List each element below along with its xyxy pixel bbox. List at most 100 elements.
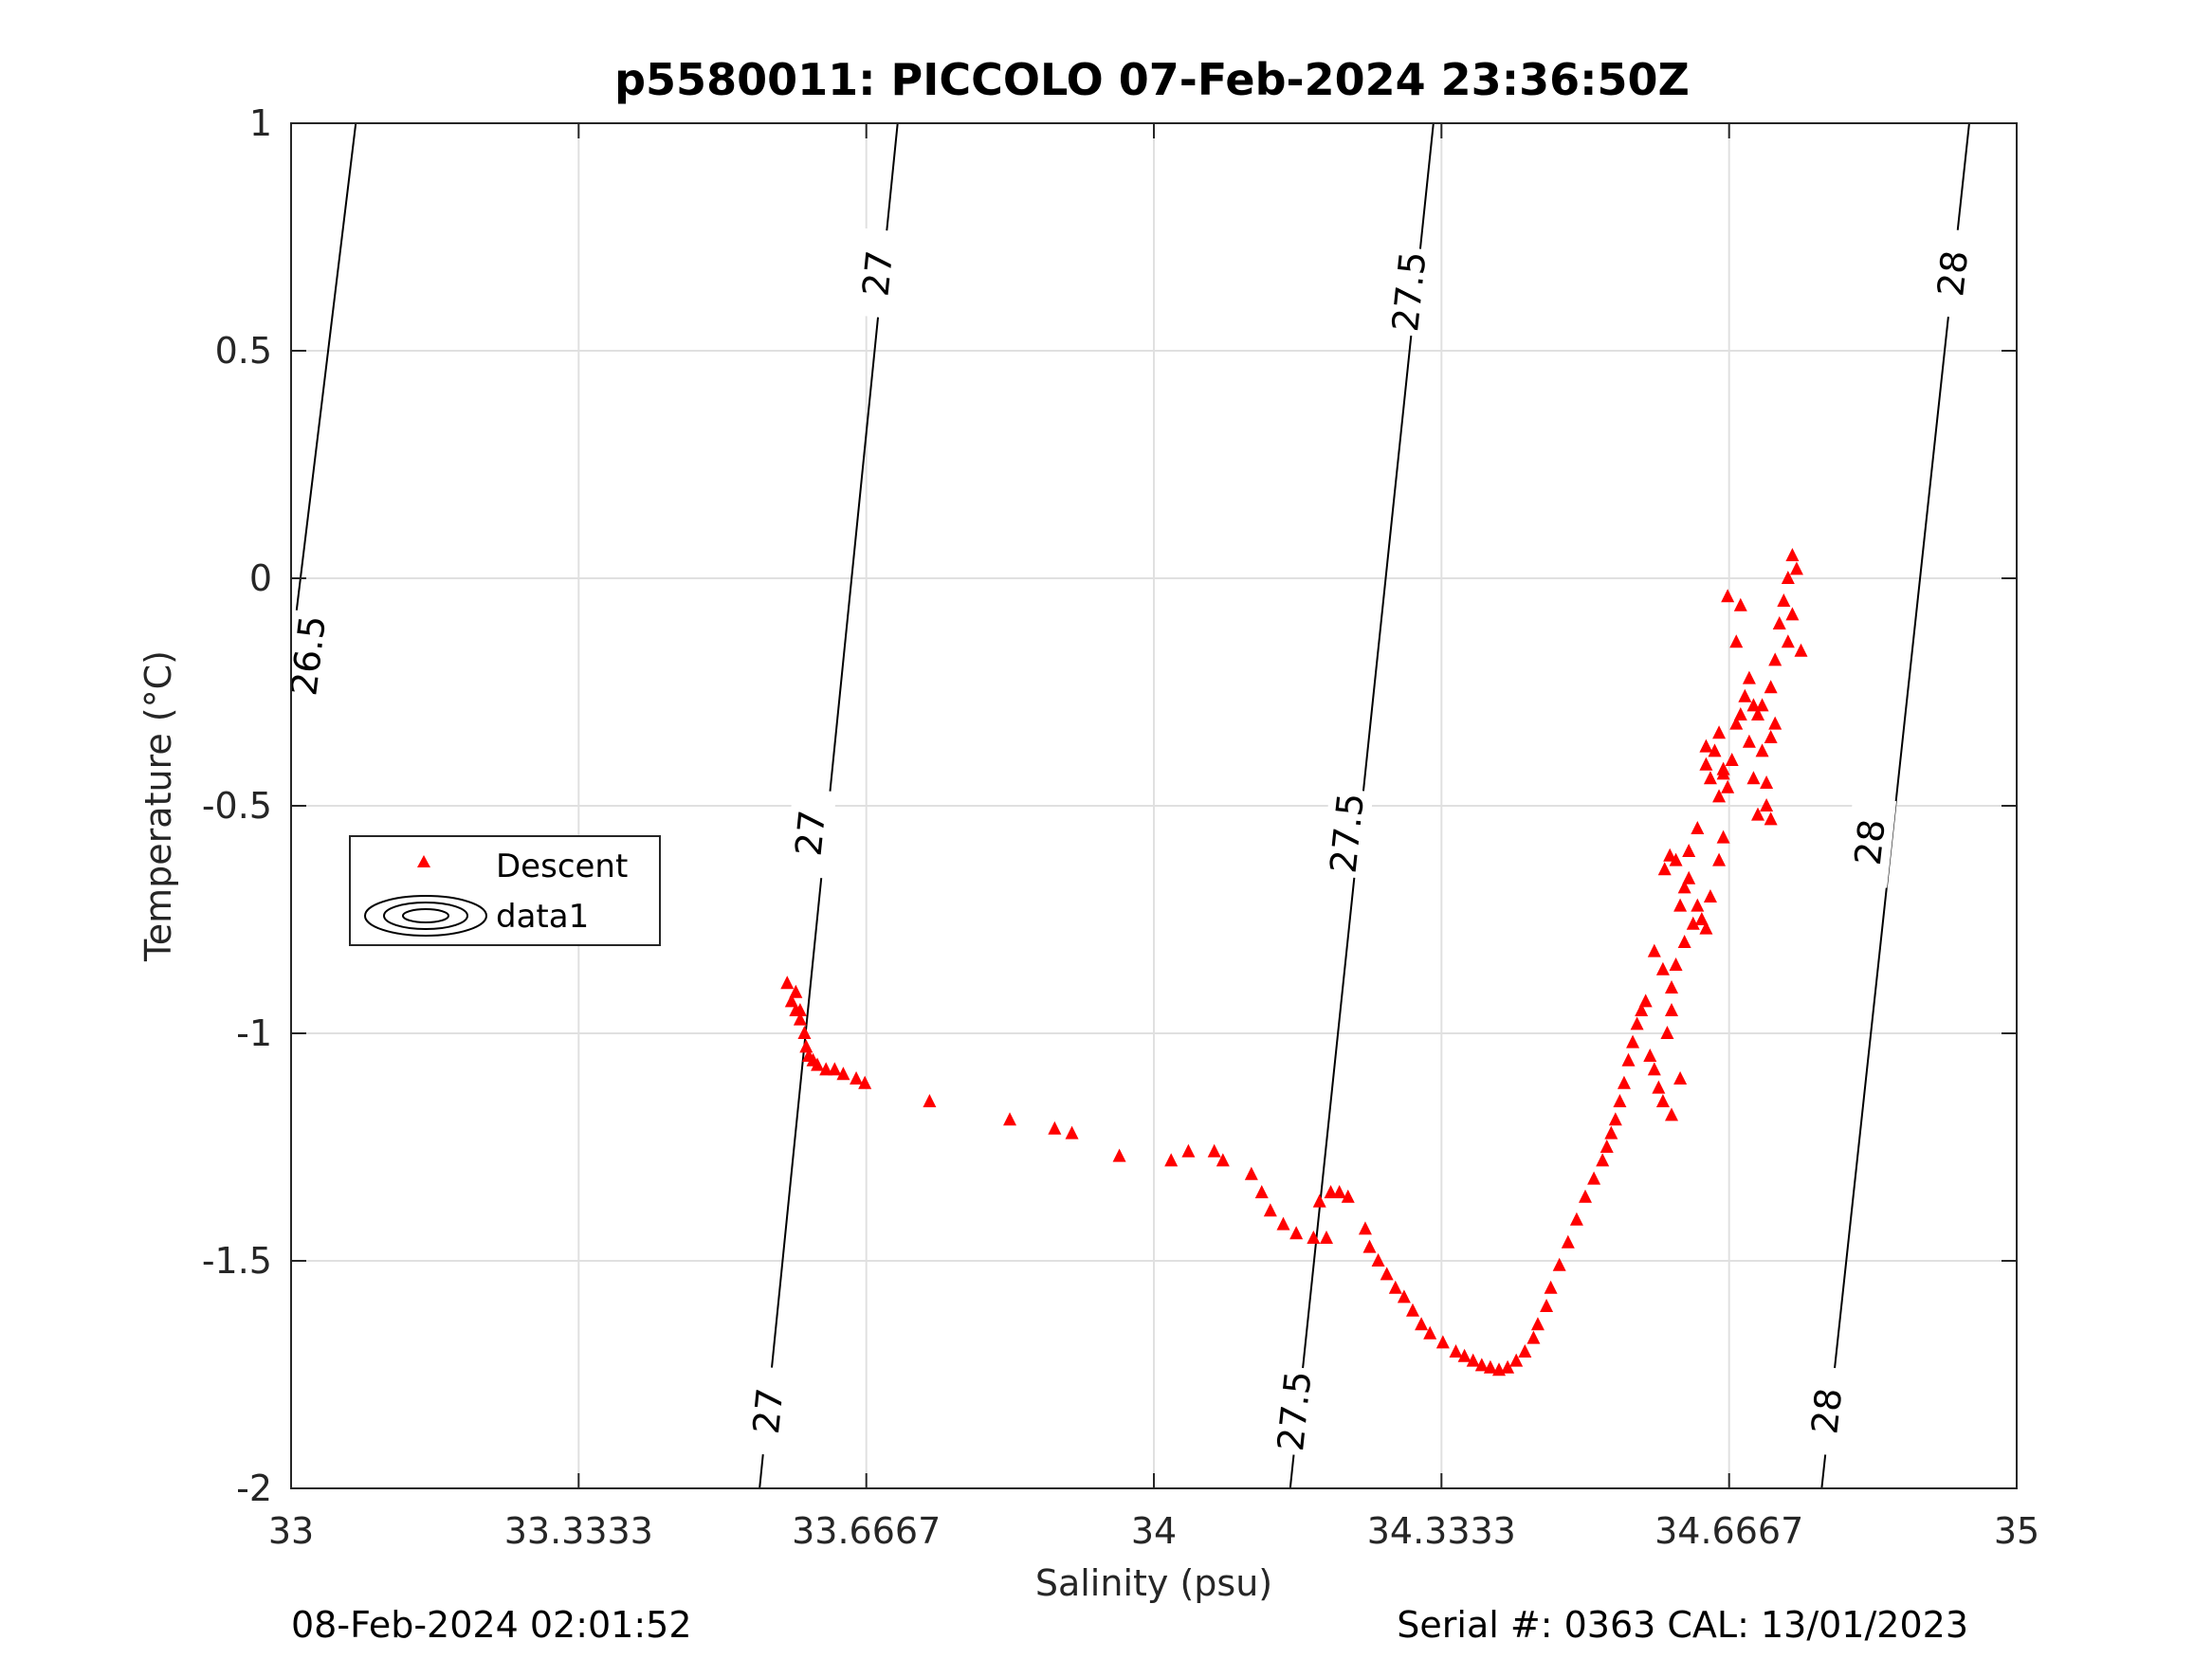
descent-point — [1712, 789, 1727, 803]
x-tick-label: 33 — [268, 1510, 314, 1552]
descent-point — [793, 1003, 807, 1016]
descent-point — [1764, 730, 1778, 743]
footer-serial-calibration: Serial #: 0363 CAL: 13/01/2023 — [1397, 1604, 1968, 1646]
chart-title: p5580011: PICCOLO 07-Feb-2024 23:36:50Z — [614, 54, 1690, 105]
isopycnal-line-26.5 — [290, 122, 357, 656]
descent-point — [1065, 1125, 1079, 1139]
descent-point — [1501, 1359, 1515, 1374]
descent-point — [1587, 1171, 1601, 1185]
descent-point — [1785, 548, 1800, 561]
grid-lines — [291, 123, 2017, 1488]
isopycnal-label-gap — [784, 787, 837, 879]
descent-point — [1677, 880, 1691, 894]
descent-point — [793, 1012, 807, 1026]
descent-point — [1660, 1026, 1674, 1039]
descent-point — [1772, 616, 1786, 629]
descent-point — [1729, 634, 1744, 648]
descent-point — [1725, 753, 1739, 766]
isopycnal-label-gap — [1800, 1365, 1854, 1457]
descent-point — [1694, 912, 1709, 925]
descent-point — [1673, 898, 1688, 912]
descent-point — [1552, 1257, 1566, 1271]
isopycnal-label-gap — [281, 610, 336, 702]
descent-point — [1608, 1112, 1622, 1126]
descent-point — [1435, 1335, 1450, 1349]
isopycnal-label-gap — [1321, 787, 1374, 879]
descent-point — [1677, 935, 1691, 948]
isopycnal-label: 28 — [1803, 1386, 1850, 1436]
descent-point — [1746, 698, 1761, 712]
descent-point — [1600, 1139, 1614, 1153]
descent-point — [1617, 1075, 1631, 1089]
descent-point — [1691, 898, 1705, 912]
y-tick-label: 0.5 — [215, 330, 272, 372]
x-axis-ticks: 33 33.3333 33.6667 34 34.3333 34.6667 35 — [268, 123, 2039, 1552]
isopycnal-label: 27 — [745, 1386, 792, 1436]
x-tick-label: 34.3333 — [1367, 1510, 1516, 1552]
descent-point — [797, 1026, 812, 1039]
isopycnal-label-gap — [1382, 246, 1436, 337]
descent-point — [1716, 830, 1730, 844]
descent-point — [1457, 1348, 1472, 1362]
descent-point — [1742, 734, 1756, 748]
descent-point — [1181, 1143, 1196, 1158]
descent-point — [1768, 652, 1782, 666]
isopycnal-label: 27.5 — [1384, 249, 1435, 334]
descent-point — [1540, 1299, 1554, 1312]
descent-point — [1703, 771, 1717, 785]
descent-point — [1254, 1185, 1269, 1198]
descent-point — [1207, 1143, 1221, 1158]
descent-point — [1647, 943, 1661, 957]
descent-point — [1312, 1194, 1326, 1208]
descent-point — [1682, 844, 1696, 857]
descent-point — [1596, 1153, 1610, 1167]
descent-point — [1003, 1112, 1017, 1126]
y-tick-label: -1.5 — [202, 1240, 272, 1282]
descent-point — [1781, 571, 1795, 584]
descent-point — [1794, 643, 1808, 657]
descent-point — [1449, 1344, 1463, 1358]
descent-point — [1699, 757, 1713, 771]
descent-point — [1371, 1253, 1385, 1267]
y-tick-label: -0.5 — [202, 785, 272, 827]
descent-point — [1699, 738, 1713, 753]
descent-point — [1703, 889, 1717, 902]
descent-point — [1768, 716, 1782, 730]
isopycnal-label-gap — [741, 1365, 795, 1457]
descent-point — [1332, 1185, 1346, 1198]
x-tick-label: 33.3333 — [504, 1510, 653, 1552]
descent-point — [1657, 862, 1672, 876]
descent-point — [1415, 1317, 1429, 1331]
descent-point — [780, 975, 795, 990]
descent-point — [1712, 725, 1727, 739]
descent-point — [1406, 1303, 1419, 1317]
descent-point — [1729, 716, 1744, 730]
descent-point — [1760, 775, 1774, 789]
descent-point — [811, 1057, 825, 1071]
descent-point — [1777, 593, 1791, 607]
descent-point — [1483, 1359, 1497, 1374]
descent-point — [1380, 1267, 1394, 1281]
x-tick-label: 35 — [1994, 1510, 2039, 1552]
descent-point — [1263, 1203, 1277, 1217]
x-tick-label: 33.6667 — [792, 1510, 941, 1552]
descent-point — [1621, 1052, 1636, 1066]
descent-point — [1789, 561, 1803, 575]
descent-point — [1655, 1094, 1670, 1107]
descent-point — [1289, 1226, 1304, 1240]
descent-point — [1673, 1071, 1688, 1085]
legend-descent-label: Descent — [496, 848, 628, 885]
descent-point — [1341, 1189, 1355, 1203]
isopycnal-label-gap — [1843, 796, 1897, 888]
descent-point — [1742, 670, 1756, 684]
descent-point — [1652, 1080, 1666, 1094]
descent-point — [1362, 1239, 1377, 1253]
descent-point — [1388, 1280, 1402, 1294]
isopycnal-label-gap — [1926, 228, 1980, 319]
isopycnal-label: 27 — [787, 809, 833, 859]
x-axis-label: Salinity (psu) — [1035, 1562, 1272, 1604]
descent-point — [1663, 848, 1677, 862]
descent-point — [1647, 1062, 1661, 1076]
descent-point — [1518, 1344, 1532, 1358]
descent-point — [1569, 1212, 1583, 1226]
